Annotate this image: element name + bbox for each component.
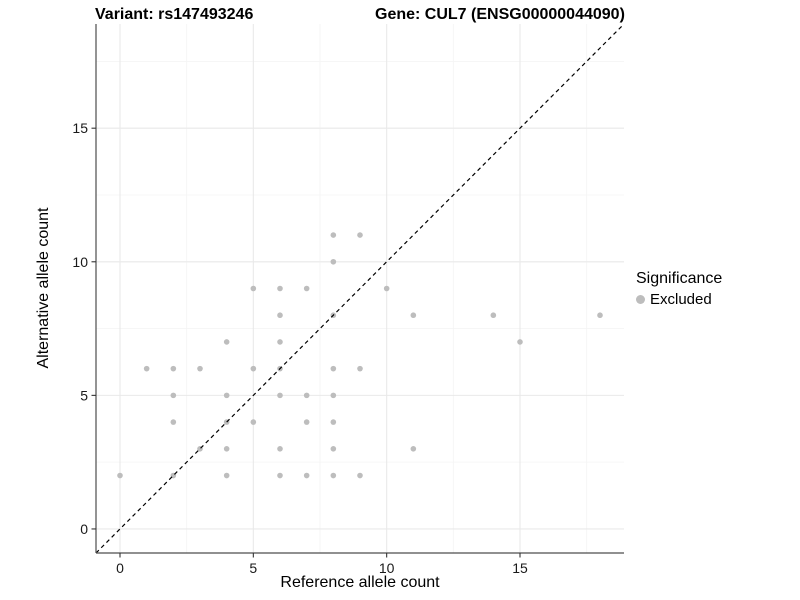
- data-point: [357, 365, 363, 372]
- legend-item-label: Excluded: [650, 291, 712, 308]
- data-point: [410, 312, 417, 319]
- data-point: [223, 392, 230, 399]
- data-point: [223, 446, 230, 452]
- data-point: [277, 285, 283, 292]
- y-tick-label: 10: [72, 254, 88, 270]
- data-point: [490, 312, 497, 319]
- excluded-point-icon: [636, 295, 645, 304]
- data-point: [170, 419, 177, 425]
- plot-title-gene: Gene: CUL7 (ENSG00000044090): [375, 6, 625, 23]
- x-axis-title: Reference allele count: [280, 574, 440, 591]
- data-point: [250, 419, 257, 425]
- data-point: [303, 472, 310, 479]
- data-point: [330, 392, 337, 399]
- data-point: [277, 446, 283, 452]
- data-point: [250, 285, 257, 292]
- data-point: [330, 419, 337, 425]
- x-tick-label: 15: [512, 560, 528, 576]
- x-tick-label: 10: [379, 560, 395, 576]
- legend-item-excluded: Excluded: [636, 291, 722, 308]
- data-point: [250, 365, 257, 372]
- data-point: [330, 472, 337, 479]
- data-point: [117, 472, 123, 479]
- data-point: [223, 339, 230, 345]
- y-tick-label: 15: [72, 120, 88, 136]
- x-tick-label: 0: [116, 560, 124, 576]
- data-point: [277, 339, 283, 345]
- data-point: [277, 392, 283, 399]
- data-point: [357, 472, 363, 479]
- plot-title-variant: Variant: rs147493246: [95, 6, 254, 23]
- data-point: [330, 365, 337, 372]
- y-tick-label: 0: [80, 521, 88, 537]
- data-point: [330, 232, 337, 238]
- data-point: [277, 472, 283, 479]
- data-point: [597, 312, 603, 319]
- data-point: [170, 392, 177, 399]
- data-point: [517, 339, 523, 345]
- data-point: [303, 419, 310, 425]
- data-point: [223, 472, 230, 479]
- data-point: [330, 446, 337, 452]
- data-point: [197, 365, 203, 372]
- legend: Significance Excluded: [636, 270, 722, 308]
- legend-title: Significance: [636, 270, 723, 287]
- data-point: [277, 312, 283, 319]
- data-point: [303, 285, 310, 292]
- data-point: [303, 392, 310, 399]
- x-tick-label: 5: [249, 560, 257, 576]
- y-tick-label: 5: [80, 387, 88, 403]
- y-axis-title: Alternative allele count: [35, 207, 52, 369]
- data-point: [170, 365, 177, 372]
- data-point: [383, 285, 390, 292]
- data-point: [330, 258, 337, 265]
- data-point: [410, 446, 417, 452]
- identity-line: [95, 23, 625, 554]
- data-point: [357, 232, 363, 238]
- data-point: [143, 365, 150, 372]
